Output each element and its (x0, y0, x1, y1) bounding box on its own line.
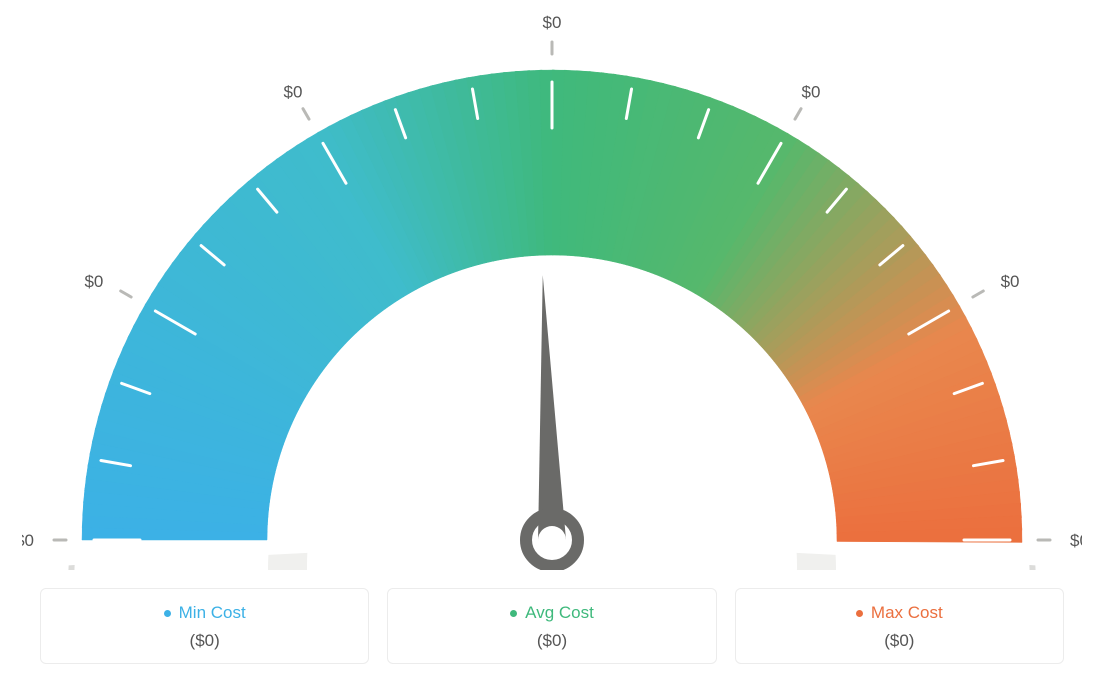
legend-dot-min (164, 610, 171, 617)
legend-dot-max (856, 610, 863, 617)
gauge-needle (538, 275, 566, 540)
legend-text-avg: Avg Cost (525, 603, 594, 623)
gauge-tick-label: $0 (1070, 531, 1082, 550)
gauge-tick-label: $0 (802, 82, 821, 101)
legend-value-avg: ($0) (398, 631, 705, 651)
legend-row: Min Cost ($0) Avg Cost ($0) Max Cost ($0… (0, 588, 1104, 664)
legend-label-max: Max Cost (856, 603, 943, 623)
gauge-needle-hub-inner (538, 526, 566, 554)
legend-label-min: Min Cost (164, 603, 246, 623)
gauge-tick-label: $0 (22, 531, 34, 550)
legend-text-max: Max Cost (871, 603, 943, 623)
legend-card-avg: Avg Cost ($0) (387, 588, 716, 664)
legend-value-min: ($0) (51, 631, 358, 651)
cost-gauge-chart: $0 $0 $0 $0 $0 $0 $0 (0, 0, 1104, 570)
legend-card-min: Min Cost ($0) (40, 588, 369, 664)
legend-value-max: ($0) (746, 631, 1053, 651)
legend-label-avg: Avg Cost (510, 603, 594, 623)
gauge-tick-label: $0 (284, 82, 303, 101)
gauge-tick-label: $0 (543, 13, 562, 32)
gauge-tick-label: $0 (1001, 272, 1020, 291)
gauge-tick-label: $0 (84, 272, 103, 291)
legend-text-min: Min Cost (179, 603, 246, 623)
gauge-svg: $0 $0 $0 $0 $0 $0 $0 (22, 10, 1082, 570)
legend-dot-avg (510, 610, 517, 617)
legend-card-max: Max Cost ($0) (735, 588, 1064, 664)
